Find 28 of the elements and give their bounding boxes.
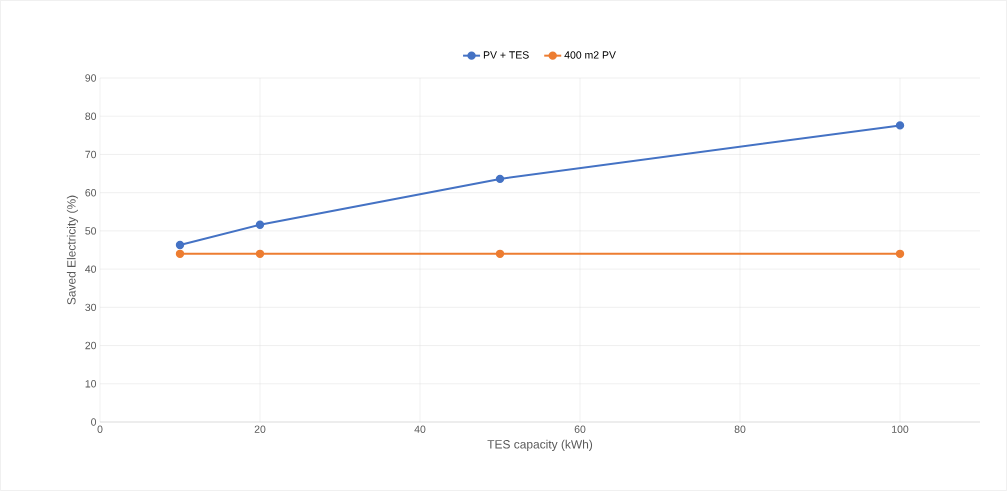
point (495, 249, 505, 259)
point (175, 240, 185, 250)
legend-label: 400 m2 PV (564, 51, 616, 59)
x-tick-label: 40 (414, 425, 426, 433)
y-tick-label: 20 (85, 341, 97, 350)
point (895, 249, 905, 259)
y-tick-label: 0 (91, 418, 97, 426)
point (255, 249, 265, 259)
point (175, 249, 185, 259)
y-axis-title: Saved Electricity (%) (66, 195, 79, 305)
y-tick-label: 60 (85, 188, 97, 197)
y-tick-label: 40 (85, 265, 97, 273)
x-tick-label: 0 (97, 425, 103, 433)
y-tick-label: 50 (85, 227, 97, 235)
x-axis-title: TES capacity (kWh) (487, 439, 593, 451)
y-tick-label: 10 (85, 380, 97, 388)
x-tick-label: 20 (254, 425, 266, 433)
x-tick-label: 60 (574, 425, 586, 433)
point (895, 121, 905, 130)
legend-label: PV + TES (483, 51, 529, 59)
y-tick-label: 30 (85, 303, 97, 312)
x-tick-label: 80 (734, 425, 746, 433)
x-tick-label: 100 (892, 425, 909, 433)
y-tick-label: 80 (85, 112, 97, 120)
point (255, 220, 265, 229)
y-tick-label: 90 (85, 74, 97, 82)
y-tick-label: 70 (85, 150, 97, 159)
point (495, 174, 505, 184)
